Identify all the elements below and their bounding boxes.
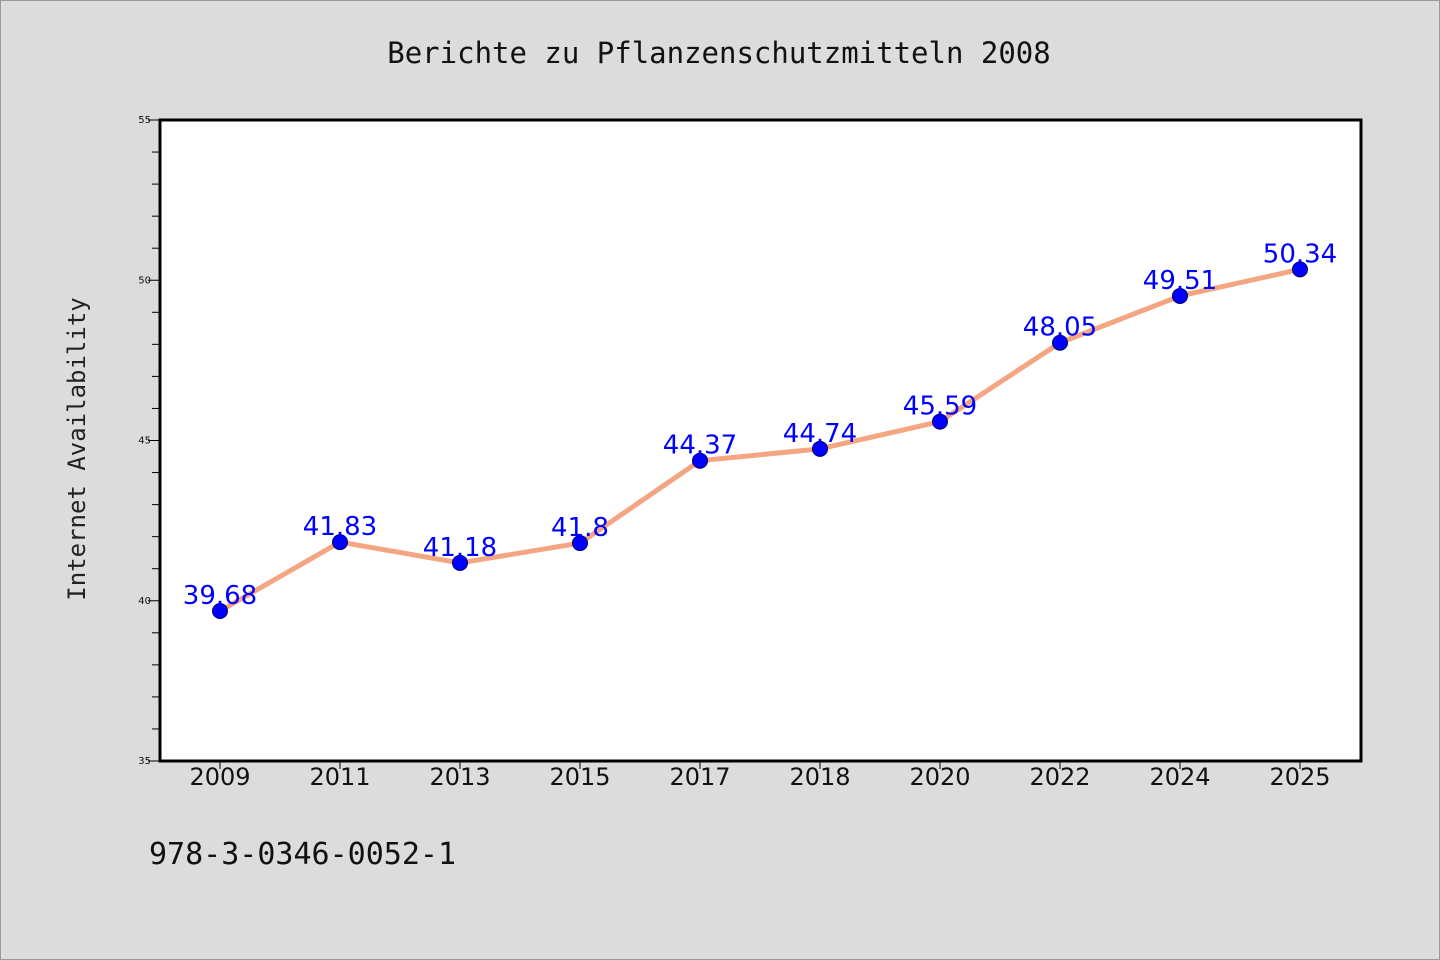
plot-area xyxy=(158,118,1363,763)
data-label: 49.51 xyxy=(1143,266,1217,296)
data-label: 48.05 xyxy=(1023,313,1097,343)
y-tick-label: 45 xyxy=(138,436,151,447)
data-label: 41.8 xyxy=(551,513,609,543)
x-tick-label: 2020 xyxy=(909,763,970,791)
y-axis: 35 40 45 50 55 xyxy=(138,115,160,767)
data-point xyxy=(1292,261,1308,278)
data-point xyxy=(1172,287,1188,304)
data-label: 45.59 xyxy=(903,392,977,422)
x-tick-label: 2025 xyxy=(1269,763,1330,791)
x-tick-label: 2015 xyxy=(549,763,610,791)
data-point xyxy=(332,534,348,551)
x-tick-label: 2009 xyxy=(189,763,250,791)
data-point xyxy=(452,554,468,571)
data-point xyxy=(1052,334,1068,351)
data-label: 39.68 xyxy=(183,581,257,611)
data-point xyxy=(212,603,228,620)
x-axis: 2009 2011 2013 2015 2017 2018 2020 2022 2024 2025 xyxy=(189,761,1331,791)
series-layer: 39.68 41.83 41.18 41.8 44.37 44.74 45.59 48.05 4… xyxy=(183,239,1337,620)
data-label: 50.34 xyxy=(1263,239,1337,269)
data-point xyxy=(812,440,828,457)
y-tick-label: 50 xyxy=(138,275,151,286)
series-line xyxy=(217,266,1303,614)
y-tick-label: 40 xyxy=(138,596,151,607)
data-label: 41.83 xyxy=(303,512,377,542)
x-tick-label: 2022 xyxy=(1029,763,1090,791)
x-tick-label: 2011 xyxy=(309,763,370,791)
x-tick-label: 2017 xyxy=(669,763,730,791)
isbn-text: 978-3-0346-0052-1 xyxy=(149,837,456,872)
y-tick-label: 35 xyxy=(138,756,151,767)
data-label: 44.74 xyxy=(783,419,857,449)
data-point xyxy=(932,413,948,430)
x-tick-label: 2013 xyxy=(429,763,490,791)
data-point xyxy=(692,452,708,469)
data-point xyxy=(572,535,588,552)
x-tick-label: 2024 xyxy=(1149,763,1210,791)
data-label: 44.37 xyxy=(663,431,737,461)
chart-title: Berichte zu Pflanzenschutzmitteln 2008 xyxy=(387,36,1050,70)
y-tick-label: 55 xyxy=(138,115,151,126)
y-axis-label: Internet Availability xyxy=(63,297,91,600)
data-label: 41.18 xyxy=(423,533,497,563)
x-tick-label: 2018 xyxy=(789,763,850,791)
